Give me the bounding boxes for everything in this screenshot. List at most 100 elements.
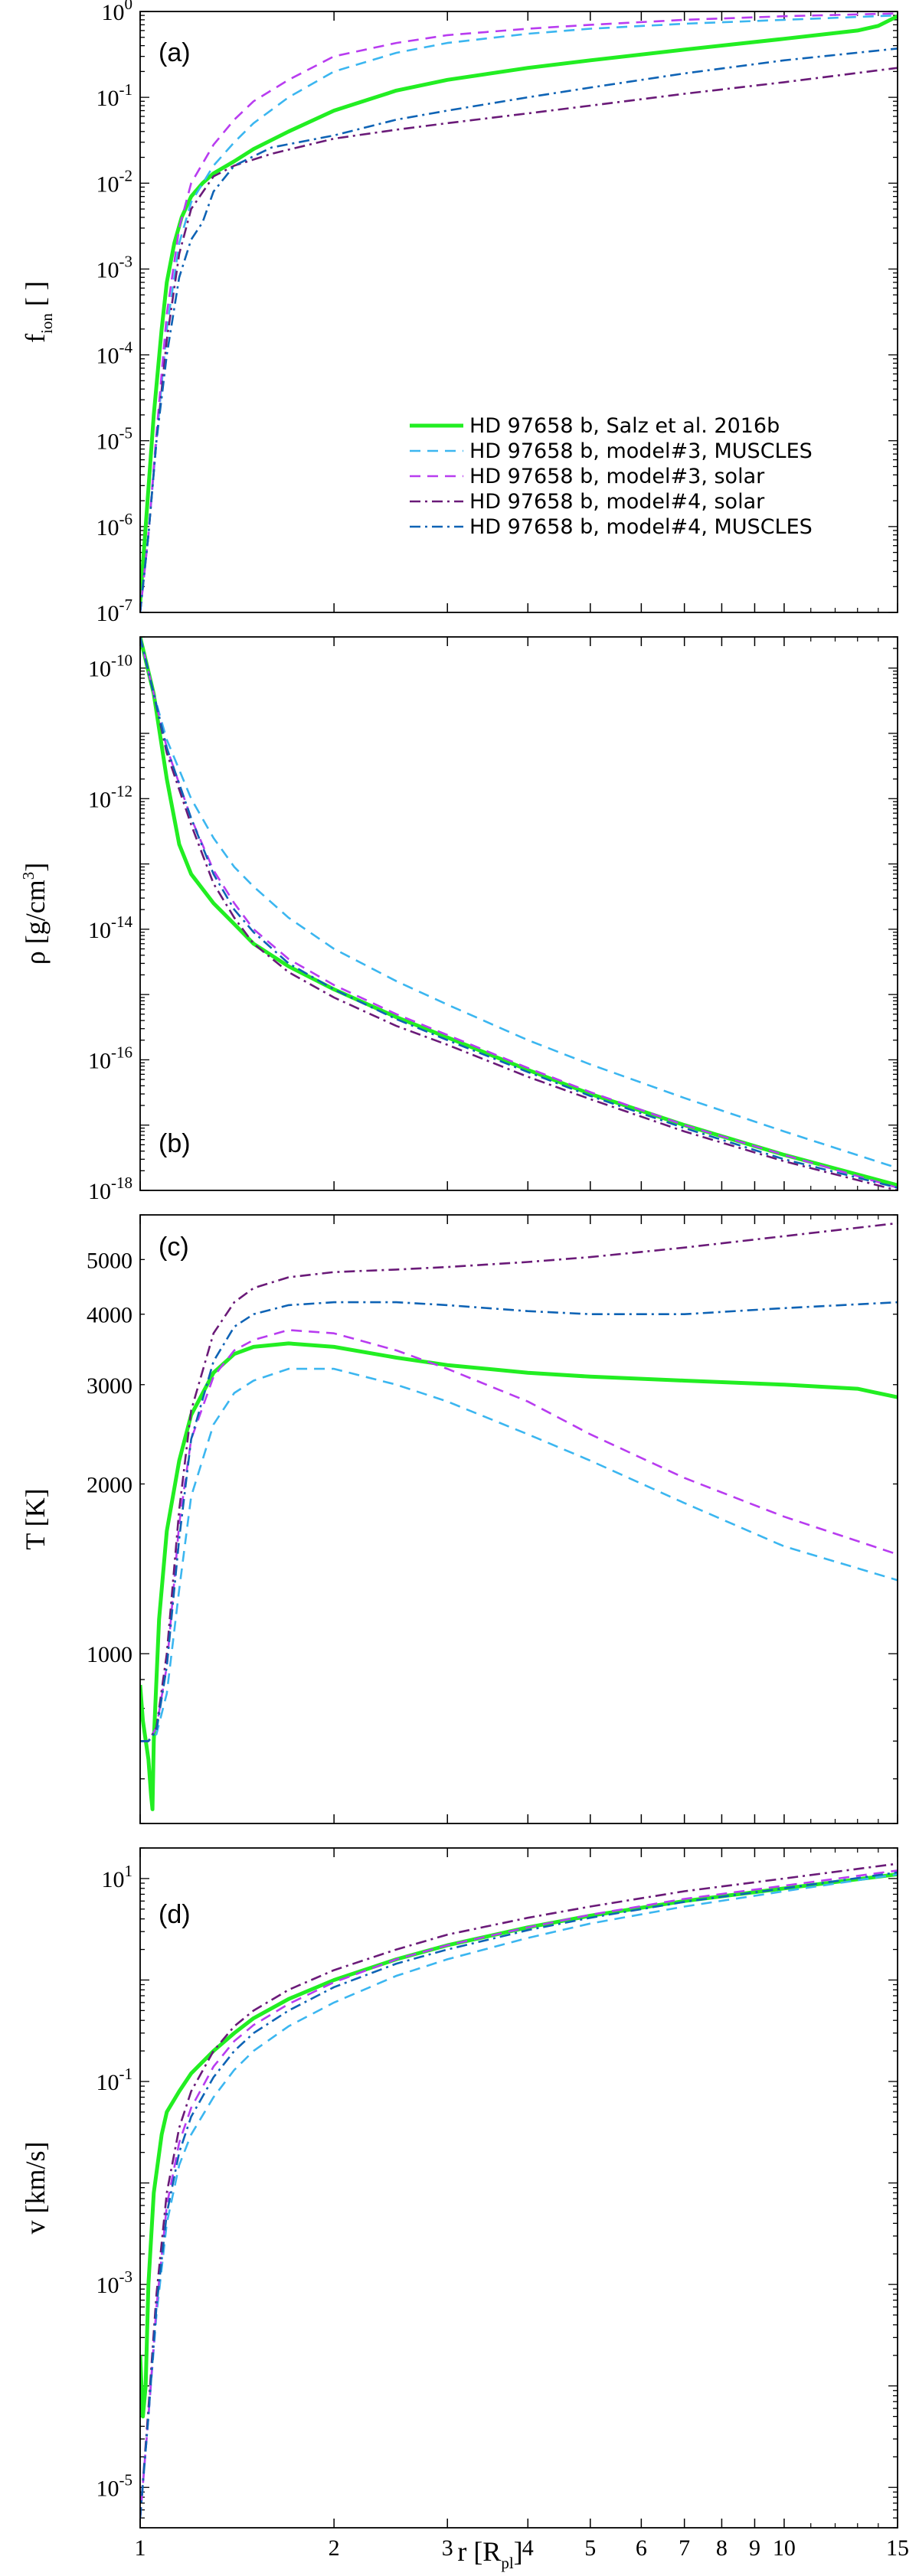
y-tick-label-exponent: 0	[125, 0, 133, 13]
y-tick-label-exponent: -4	[119, 338, 133, 357]
y-axis-label-main: f	[20, 334, 51, 343]
y-tick-label-base: 10	[102, 1867, 125, 1892]
y-tick-label-exponent: -12	[111, 782, 132, 800]
y-axis-label-main: v [km/s]	[20, 2142, 51, 2235]
x-axis: 1 2 3 4 5 6 7 8 9 10 15	[135, 2535, 910, 2561]
y-tick-label-exponent: -7	[119, 596, 133, 614]
y-tick-label: 5000	[87, 1248, 132, 1273]
x-tick-label: 9	[749, 2535, 760, 2561]
panel-tag: (d)	[159, 1900, 191, 1929]
y-tick-label: 10-16	[88, 1043, 132, 1073]
y-tick-label: 10-3	[96, 2267, 133, 2298]
x-tick-label: 10	[773, 2535, 796, 2561]
y-tick-label-exponent: -14	[111, 913, 132, 931]
y-tick-label: 100	[102, 0, 133, 25]
y-axis-label-subscript: ion	[38, 313, 56, 334]
y-tick-label-exponent: -1	[119, 2065, 133, 2083]
series-line-m3_muscles	[140, 14, 898, 612]
y-axis-label-superscript: 3	[19, 872, 38, 880]
y-tick-label: 3000	[87, 1373, 132, 1399]
plot-frame	[139, 1847, 898, 2529]
legend-label-salz: HD 97658 b, Salz et al. 2016b	[469, 414, 780, 438]
series-line-m3_solar	[140, 637, 898, 1189]
x-tick-label: 3	[442, 2535, 453, 2561]
y-tick-label: 10-1	[96, 2065, 133, 2095]
y-tick-label-base: 10	[96, 515, 119, 540]
y-tick-label-base: 10	[96, 601, 119, 626]
x-tick-label: 4	[522, 2535, 534, 2561]
y-axis-label-close: [ ]	[20, 281, 51, 313]
y-tick-label-base: 10	[96, 2273, 119, 2298]
y-tick-label: 4000	[87, 1303, 132, 1328]
y-tick-label: 10-14	[88, 913, 132, 943]
y-tick-label-base: 10	[96, 257, 119, 282]
y-tick-label-base: 10	[96, 171, 119, 197]
y-tick-label: 1000	[87, 1642, 132, 1667]
y-tick-label-base: 10	[96, 2070, 119, 2095]
plot-frame	[139, 1214, 898, 1824]
x-tick-label: 2	[329, 2535, 340, 2561]
panel-tag: (b)	[159, 1129, 191, 1158]
x-axis-label-close: ]	[514, 2536, 523, 2567]
legend-label-m3_muscles: HD 97658 b, model#3, MUSCLES	[469, 439, 813, 463]
y-tick-label-exponent: 1	[125, 1862, 133, 1880]
series-line-m3_muscles	[140, 1367, 898, 1742]
y-tick-label-base: 10	[88, 657, 111, 682]
y-tick-label: 10-10	[88, 651, 132, 682]
series-lines	[140, 1863, 898, 2519]
legend-label-m4_solar: HD 97658 b, model#4, solar	[469, 490, 765, 514]
y-tick-label: 10-12	[88, 782, 132, 812]
y-tick-label: 2000	[87, 1472, 132, 1497]
series-line-m3_muscles	[140, 637, 898, 1170]
plot-area	[140, 11, 898, 612]
x-tick-label: 6	[636, 2535, 647, 2561]
y-tick-label-base: 10	[88, 1048, 111, 1073]
series-line-salz	[140, 637, 898, 1187]
series-line-m4_muscles	[140, 47, 898, 612]
y-tick-label: 101	[102, 1862, 133, 1892]
y-tick-label-exponent: -3	[119, 2267, 133, 2286]
y-tick-label-exponent: -6	[119, 510, 133, 528]
legend-label-m3_solar: HD 97658 b, model#3, solar	[469, 465, 765, 488]
series-line-m3_muscles	[140, 1873, 898, 2519]
y-tick-label: 10-5	[96, 424, 133, 455]
y-tick-label-base: 10	[88, 918, 111, 943]
y-tick-label: 10-18	[88, 1174, 132, 1204]
y-axis-label-close: ]	[20, 863, 51, 872]
x-tick-label: 5	[584, 2535, 596, 2561]
series-line-m4_muscles	[140, 1871, 898, 2519]
y-tick-label: 10-2	[96, 166, 133, 197]
panel-tag: (a)	[159, 38, 191, 67]
x-axis-label-main: r [R	[457, 2536, 501, 2567]
y-tick-label-exponent: -2	[119, 166, 133, 184]
y-tick-label: 10-6	[96, 510, 133, 540]
plot-area	[140, 1215, 898, 1823]
y-tick-label-exponent: -3	[119, 252, 133, 270]
x-axis-label-subscript: pl	[501, 2554, 514, 2572]
x-tick-label: 8	[716, 2535, 728, 2561]
series-line-m4_solar	[140, 1863, 898, 2519]
y-tick-label-exponent: -5	[119, 424, 133, 442]
y-tick-label-base: 10	[96, 429, 119, 455]
series-line-salz	[140, 14, 898, 603]
panel-tag: (c)	[159, 1232, 189, 1262]
x-tick-label: 15	[886, 2535, 909, 2561]
y-tick-label-base: 10	[88, 787, 111, 812]
series-line-salz	[140, 1341, 898, 1811]
y-axis-label: v [km/s]	[20, 2142, 51, 2235]
x-tick-label: 1	[135, 2535, 146, 2561]
y-tick-label: 10-7	[96, 596, 133, 626]
y-tick-label-exponent: -18	[111, 1174, 132, 1192]
y-tick-label: 10-5	[96, 2470, 133, 2501]
y-tick-label-exponent: -5	[119, 2470, 133, 2489]
y-axis-label-main: ρ [g/cm	[20, 880, 51, 965]
plot-area	[140, 1848, 898, 2528]
y-tick-label: 10-1	[96, 80, 133, 111]
plot-area	[140, 637, 898, 1190]
y-tick-label-base: 10	[96, 344, 119, 369]
